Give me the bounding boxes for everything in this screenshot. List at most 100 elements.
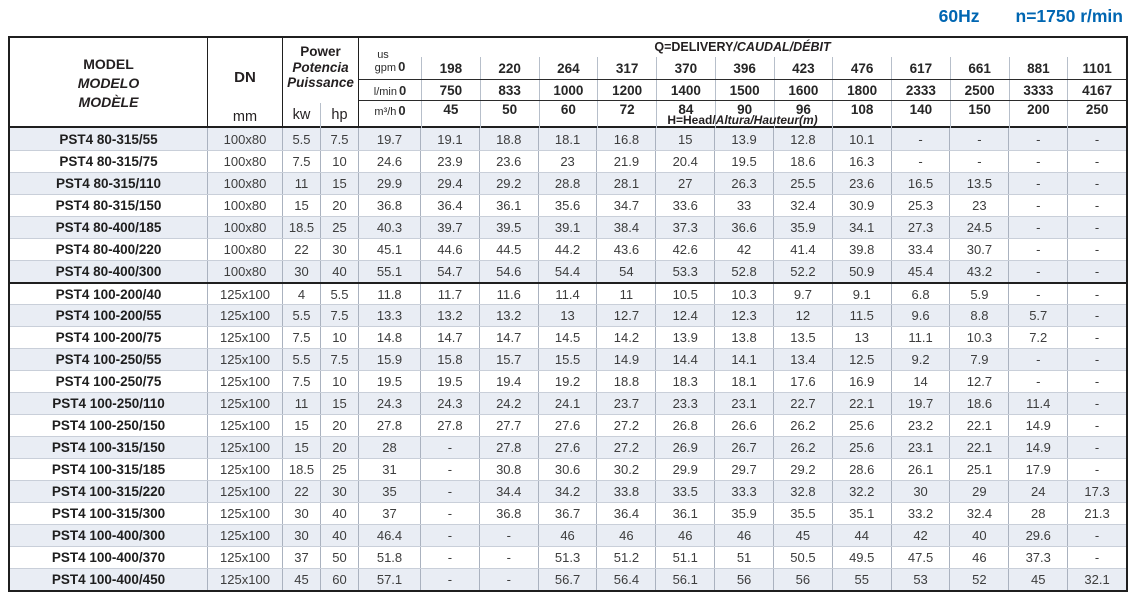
hp-cell: 30 xyxy=(320,239,358,260)
hp-cell: 7.5 xyxy=(320,305,358,326)
model-header-fr: MODÈLE xyxy=(78,93,139,110)
head-value-cell: 5.9 xyxy=(949,284,1008,304)
head-value-cell: 19.1 xyxy=(420,128,479,150)
head-value-cell: 45.1 xyxy=(358,239,420,260)
model-cell: PST4 80-315/55 xyxy=(59,131,158,147)
head-value-cell: 9.6 xyxy=(890,305,950,326)
table-row: PST4 80-400/300 100x80 30 40 55.1 54.7 54.6 54.… xyxy=(10,260,1126,282)
head-value-cell: - xyxy=(1067,284,1126,304)
flow-zero-gpm: 0 xyxy=(398,59,406,74)
flow-value-cell: 96 xyxy=(773,101,833,128)
frequency-label: 60Hz xyxy=(938,6,980,26)
model-cell: PST4 80-400/220 xyxy=(55,242,162,257)
head-value-cell: 28 xyxy=(358,437,420,458)
head-value-cell: - xyxy=(890,151,950,172)
head-value-cell: 54.7 xyxy=(420,261,479,282)
frequency-speed-bar: 60Hz n=1750 r/min xyxy=(0,0,1135,32)
head-value-cell: 53 xyxy=(890,569,950,590)
head-value-cell: 14.2 xyxy=(596,327,655,348)
model-cell: PST4 100-250/110 xyxy=(52,396,165,411)
head-value-cell: 18.3 xyxy=(655,371,714,392)
power-column-header: Power Potencia Puissance kw hp xyxy=(282,38,358,128)
hp-cell: 5.5 xyxy=(320,284,358,304)
head-value-cell: 23.1 xyxy=(890,437,950,458)
head-value-cell: 35 xyxy=(358,481,420,502)
kw-cell: 18.5 xyxy=(282,459,320,480)
head-value-cell: 13.3 xyxy=(358,305,420,326)
table-row: PST4 80-315/75 100x80 7.5 10 24.6 23.9 23.6 23 2… xyxy=(10,150,1126,172)
flow-value-cell: 50 xyxy=(479,101,539,128)
head-value-cell: 34.2 xyxy=(537,481,597,502)
head-value-cell: 40.3 xyxy=(358,217,420,238)
head-value-cell: - xyxy=(1067,547,1126,568)
head-value-cell: 36.1 xyxy=(478,195,538,216)
head-value-cell: 54 xyxy=(596,261,655,282)
dn-column-header: DN mm xyxy=(207,38,282,128)
head-value-cell: 29.2 xyxy=(772,459,832,480)
head-value-cell: 9.1 xyxy=(831,284,891,304)
head-value-cell: 51 xyxy=(714,547,773,568)
kw-cell: 7.5 xyxy=(282,327,320,348)
flow-value-cell: 140 xyxy=(891,101,950,128)
head-value-cell: 26.7 xyxy=(714,437,773,458)
dn-cell: 100x80 xyxy=(207,173,282,194)
head-value-cell: 29.9 xyxy=(655,459,714,480)
kw-cell: 5.5 xyxy=(282,305,320,326)
dn-cell: 100x80 xyxy=(207,195,282,216)
head-value-cell: 50.9 xyxy=(831,261,891,282)
head-value-cell: 23.6 xyxy=(478,151,538,172)
head-value-cell: 44.2 xyxy=(537,239,597,260)
head-value-cell: 33.4 xyxy=(890,239,950,260)
head-value-cell: 44 xyxy=(831,525,891,546)
head-value-cell: 16.3 xyxy=(831,151,891,172)
head-value-cell: 25.5 xyxy=(772,173,832,194)
head-value-cell: 11.1 xyxy=(890,327,950,348)
head-value-cell: 32.4 xyxy=(949,503,1008,524)
dn-cell: 125x100 xyxy=(207,349,282,370)
head-value-cell: 51.3 xyxy=(537,547,597,568)
dn-cell: 125x100 xyxy=(207,327,282,348)
head-value-cell: 30.8 xyxy=(478,459,538,480)
head-value-cell: 7.2 xyxy=(1008,327,1067,348)
head-value-cell: 22.1 xyxy=(949,437,1008,458)
head-value-cell: 29 xyxy=(949,481,1008,502)
hp-cell: 7.5 xyxy=(320,349,358,370)
flow-value-cell: 396 xyxy=(714,57,774,79)
model-cell: PST4 100-400/450 xyxy=(51,572,166,587)
head-value-cell: - xyxy=(1067,393,1126,414)
head-value-cell: 24.2 xyxy=(478,393,538,414)
kw-cell: 11 xyxy=(282,173,320,194)
head-value-cell: 34.1 xyxy=(831,217,891,238)
head-value-cell: 46.4 xyxy=(358,525,420,546)
head-value-cell: - xyxy=(949,128,1008,150)
head-value-cell: 19.7 xyxy=(890,393,950,414)
kw-cell: 15 xyxy=(282,195,320,216)
hp-cell: 7.5 xyxy=(320,128,358,150)
delivery-header-area: Q=DELIVERY/CAUDAL/DÉBIT us gpm 0 198 220 26… xyxy=(358,38,1126,128)
kw-cell: 37 xyxy=(282,547,320,568)
head-value-cell: 51.8 xyxy=(358,547,420,568)
dn-cell: 125x100 xyxy=(207,393,282,414)
model-cell: PST4 80-315/75 xyxy=(59,154,158,169)
power-unit-row: kw hp xyxy=(283,103,358,128)
head-value-cell: 39.1 xyxy=(537,217,597,238)
dn-cell: 100x80 xyxy=(207,151,282,172)
table-row: PST4 100-250/150 125x100 15 20 27.8 27.8 27.7 2… xyxy=(10,414,1126,436)
head-value-cell: 52.8 xyxy=(714,261,773,282)
head-value-cell: 56.7 xyxy=(537,569,597,590)
head-value-cell: 46 xyxy=(596,525,655,546)
head-value-cell: 26.9 xyxy=(655,437,714,458)
flow-value-cell: 1200 xyxy=(597,80,656,100)
head-value-cell: 23.3 xyxy=(655,393,714,414)
power-header-en: Power xyxy=(300,44,341,59)
head-value-cell: 13.8 xyxy=(714,327,773,348)
head-value-cell: 23 xyxy=(537,151,597,172)
flow-value-cell: 264 xyxy=(538,57,598,79)
head-value-cell: 27.8 xyxy=(420,415,479,436)
model-cell: PST4 100-315/185 xyxy=(51,462,166,477)
head-value-cell: - xyxy=(478,569,538,590)
head-value-cell: 52 xyxy=(949,569,1008,590)
head-value-cell: 17.9 xyxy=(1008,459,1067,480)
table-row: PST4 100-400/450 125x100 45 60 57.1- -56.7 56.… xyxy=(10,568,1126,590)
head-value-cell: 15.5 xyxy=(537,349,597,370)
